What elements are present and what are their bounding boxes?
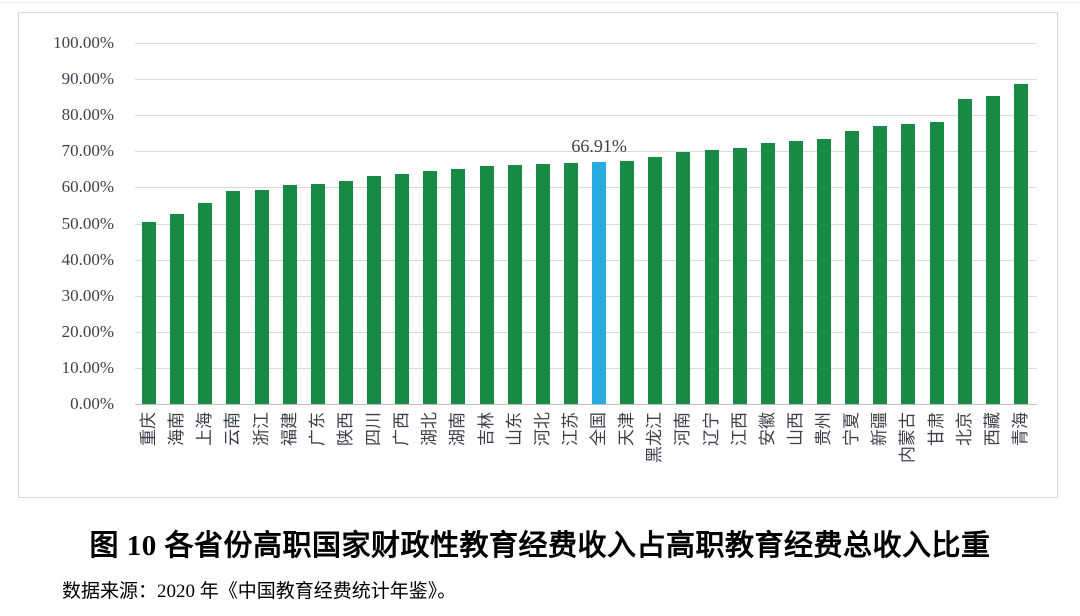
x-tick-label: 甘肃	[926, 412, 946, 446]
x-tick-label: 贵州	[814, 412, 834, 446]
x-tick-label: 辽宁	[701, 412, 721, 446]
y-tick-label: 90.00%	[61, 69, 114, 89]
y-tick-label: 40.00%	[61, 249, 114, 269]
bar	[451, 169, 466, 404]
bar-national-highlight	[592, 162, 607, 404]
y-tick-label: 10.00%	[61, 357, 114, 377]
bar	[282, 185, 297, 404]
bar	[788, 141, 803, 404]
bar	[535, 163, 550, 404]
bar	[310, 183, 325, 404]
x-tick-label: 重庆	[139, 412, 158, 446]
gridline	[135, 223, 1037, 225]
gridline	[135, 79, 1037, 81]
x-tick-label: 内蒙古	[898, 412, 918, 463]
bar	[957, 98, 972, 404]
bar	[423, 170, 438, 404]
bar	[817, 139, 832, 404]
bar	[676, 152, 691, 404]
x-tick-label: 全国	[589, 412, 609, 446]
figure-source-note: 数据来源：2020 年《中国教育经费统计年鉴》。	[62, 581, 457, 602]
y-tick-label: 70.00%	[61, 141, 114, 161]
x-tick-label: 西藏	[982, 412, 1002, 446]
bar	[367, 175, 382, 404]
gridline	[135, 331, 1037, 333]
gridline	[135, 259, 1037, 261]
y-tick-label: 60.00%	[61, 177, 114, 197]
bar	[170, 214, 185, 404]
x-tick-label: 湖北	[420, 412, 440, 446]
x-tick-label: 新疆	[870, 412, 890, 446]
bar	[901, 123, 916, 404]
plot-area	[135, 43, 1037, 405]
bar	[704, 149, 719, 404]
y-tick-label: 30.00%	[61, 285, 114, 305]
bar	[338, 180, 353, 404]
bar	[648, 156, 663, 404]
gridline	[135, 295, 1037, 297]
x-tick-label: 福建	[279, 412, 299, 446]
gridline	[135, 115, 1037, 117]
bar	[845, 130, 860, 404]
gridline	[135, 151, 1037, 153]
bar	[479, 166, 494, 404]
bar	[985, 96, 1000, 404]
x-tick-label: 四川	[364, 412, 384, 446]
x-tick-label: 河北	[532, 412, 552, 446]
x-tick-label: 江苏	[560, 412, 580, 446]
x-tick-label: 山东	[504, 412, 524, 446]
x-tick-label: 河南	[673, 412, 693, 446]
bar	[226, 191, 241, 404]
x-tick-label: 吉林	[476, 412, 496, 446]
x-tick-label: 上海	[195, 412, 215, 446]
y-tick-label: 50.00%	[61, 213, 114, 233]
bar	[760, 143, 775, 404]
x-tick-label: 湖南	[448, 412, 468, 446]
bar	[563, 162, 578, 404]
y-tick-label: 0.00%	[70, 394, 114, 413]
bar	[507, 164, 522, 404]
x-tick-label: 安徽	[757, 412, 777, 446]
y-tick-label: 20.00%	[61, 321, 114, 341]
x-tick-label: 青海	[1010, 412, 1030, 446]
x-tick-label: 广西	[392, 412, 412, 446]
figure-caption: 图 10 各省份高职国家财政性教育经费收入占高职教育经费总收入比重	[89, 530, 991, 562]
chart-frame: 100.00% 90.00% 80.00% 70.00% 60.00% 50.00% 40.…	[18, 12, 1058, 498]
x-tick-label: 山西	[785, 412, 805, 446]
bar	[254, 189, 269, 404]
x-tick-label: 黑龙江	[645, 412, 665, 463]
bar	[732, 148, 747, 404]
x-tick-label: 宁夏	[842, 412, 862, 446]
bar	[142, 222, 156, 404]
gridline	[135, 187, 1037, 189]
national-value-label: 66.91%	[571, 136, 627, 157]
y-tick-label: 80.00%	[61, 105, 114, 125]
bar	[395, 173, 410, 404]
y-tick-label: 100.00%	[53, 33, 114, 52]
x-tick-label: 海南	[167, 412, 187, 446]
bar	[1013, 84, 1028, 404]
x-tick-label: 江西	[729, 412, 749, 446]
bar	[620, 161, 635, 404]
gridline	[135, 43, 1037, 44]
x-tick-label: 浙江	[251, 412, 271, 446]
x-tick-label: 北京	[954, 412, 974, 446]
page-top-rule	[0, 2, 1080, 3]
gridline	[135, 367, 1037, 369]
bar	[873, 126, 888, 404]
x-tick-label: 天津	[617, 412, 637, 446]
bar	[198, 203, 213, 404]
x-tick-label: 云南	[223, 412, 243, 446]
x-tick-label: 陕西	[335, 412, 355, 446]
x-tick-label: 广东	[307, 412, 327, 446]
x-axis-line	[135, 404, 1037, 405]
bar	[929, 121, 944, 404]
